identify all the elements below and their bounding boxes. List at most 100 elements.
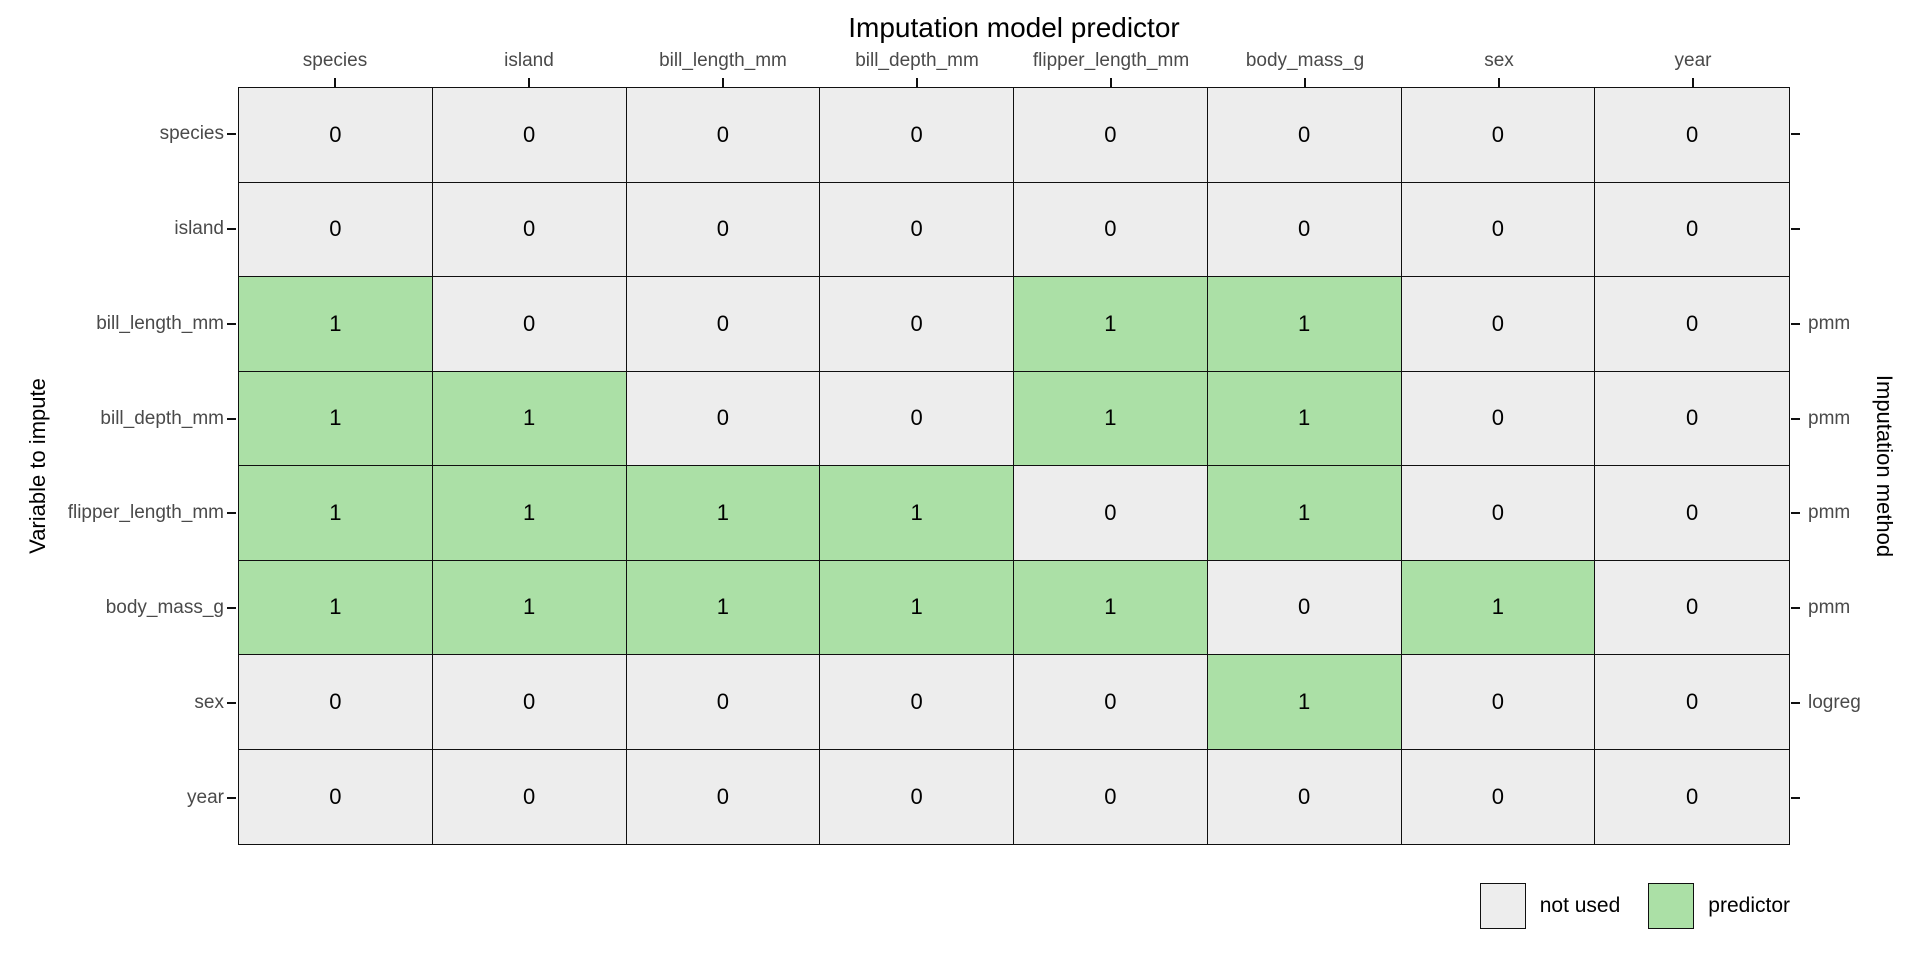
matrix-cell: 0 — [239, 88, 433, 183]
matrix-cell: 0 — [432, 182, 627, 277]
axis-tick — [1791, 371, 1800, 466]
matrix-cell: 0 — [1207, 560, 1402, 655]
matrix-cell: 0 — [820, 655, 1014, 750]
matrix-cell: 1 — [239, 466, 433, 561]
column-label: body_mass_g — [1245, 50, 1365, 71]
method-label: logreg — [1808, 691, 1861, 713]
matrix-cell: 1 — [626, 466, 821, 561]
axis-tick — [227, 750, 236, 845]
matrix-cell: 0 — [1014, 182, 1208, 277]
axis-tick — [626, 78, 820, 87]
axis-tick — [1596, 78, 1790, 87]
column-label: year — [1674, 50, 1712, 71]
row-label: species — [159, 123, 224, 145]
matrix-cell: 0 — [1401, 655, 1596, 750]
matrix-cell: 0 — [820, 277, 1014, 372]
axis-tick — [227, 87, 236, 182]
row-label: body_mass_g — [105, 597, 224, 619]
matrix-cell: 0 — [820, 182, 1014, 277]
axis-tick — [227, 277, 236, 372]
matrix-cell: 0 — [626, 749, 821, 844]
matrix-cell: 0 — [432, 277, 627, 372]
column-label: sex — [1484, 50, 1514, 71]
matrix-cell: 1 — [1207, 371, 1402, 466]
matrix-cell: 1 — [1207, 277, 1402, 372]
matrix-cell: 1 — [239, 371, 433, 466]
matrix-cell: 0 — [1014, 749, 1208, 844]
matrix-cell: 0 — [1595, 371, 1789, 466]
column-label: island — [504, 50, 554, 71]
axis-tick — [227, 466, 236, 561]
matrix-cell: 0 — [1595, 277, 1789, 372]
matrix-cell: 1 — [432, 560, 627, 655]
row-label: bill_length_mm — [96, 312, 224, 334]
method-label: pmm — [1808, 502, 1851, 524]
matrix-cell: 1 — [1014, 277, 1208, 372]
y-axis-tick-labels: species island bill_length_mm bill_depth_mm… — [0, 87, 224, 845]
axis-tick — [820, 78, 1014, 87]
matrix-cell: 0 — [1401, 371, 1596, 466]
legend-label: predictor — [1708, 894, 1790, 917]
matrix-cell: 0 — [1401, 182, 1596, 277]
axis-tick — [227, 182, 236, 277]
matrix-cell: 0 — [1595, 749, 1789, 844]
axis-tick — [1791, 656, 1800, 751]
matrix-cell: 0 — [1401, 749, 1596, 844]
matrix-cell: 0 — [432, 88, 627, 183]
matrix-cell: 0 — [626, 655, 821, 750]
matrix-cell: 1 — [1014, 560, 1208, 655]
matrix-cell: 1 — [820, 466, 1014, 561]
fill-legend: not used predictor — [1479, 881, 1790, 931]
axis-tick — [227, 561, 236, 656]
matrix-cell: 0 — [432, 749, 627, 844]
axis-tick — [1402, 78, 1596, 87]
legend-label: not used — [1539, 894, 1621, 917]
axis-tick — [1014, 78, 1208, 87]
row-label: island — [174, 218, 224, 240]
method-label: pmm — [1808, 407, 1851, 429]
matrix-cell: 0 — [239, 655, 433, 750]
imputation-method-labels: pmm pmm pmm pmm logreg — [1808, 87, 1908, 845]
matrix-cell: 0 — [1595, 88, 1789, 183]
matrix-cell: 0 — [1207, 88, 1402, 183]
matrix-cell: 0 — [1014, 655, 1208, 750]
row-label: sex — [194, 691, 224, 713]
y-axis-ticks-left — [227, 87, 236, 845]
matrix-cell: 0 — [1595, 466, 1789, 561]
matrix-cell: 0 — [820, 88, 1014, 183]
column-label: bill_length_mm — [659, 50, 787, 71]
column-label: bill_depth_mm — [855, 50, 979, 71]
matrix-cell: 1 — [1401, 560, 1596, 655]
matrix-cell: 0 — [626, 277, 821, 372]
matrix-cell: 0 — [1595, 655, 1789, 750]
matrix-cell: 1 — [432, 371, 627, 466]
matrix-cell: 1 — [239, 277, 433, 372]
row-label: year — [187, 786, 224, 808]
matrix-cell: 0 — [820, 371, 1014, 466]
matrix-cell: 1 — [239, 560, 433, 655]
matrix-cell: 0 — [626, 182, 821, 277]
matrix-cell: 0 — [432, 655, 627, 750]
x-axis-title: Imputation model predictor — [848, 12, 1180, 43]
matrix-cell: 0 — [1401, 277, 1596, 372]
matrix-cell: 1 — [1207, 655, 1402, 750]
x-axis-ticks-top — [238, 78, 1790, 87]
matrix-cell: 0 — [1014, 88, 1208, 183]
legend-swatch — [1479, 883, 1526, 929]
axis-tick — [432, 78, 626, 87]
column-label: species — [302, 50, 368, 71]
matrix-cell: 0 — [1595, 182, 1789, 277]
matrix-cell: 0 — [1014, 466, 1208, 561]
matrix-cell: 0 — [1595, 560, 1789, 655]
left-axis-title: Variable to impute — [25, 378, 50, 554]
matrix-cell: 1 — [626, 560, 821, 655]
matrix-cell: 0 — [1401, 466, 1596, 561]
legend-swatch — [1648, 883, 1695, 929]
axis-tick — [1791, 561, 1800, 656]
right-axis-title: Imputation method — [1872, 374, 1897, 558]
axis-tick — [227, 656, 236, 751]
method-label — [1808, 750, 1908, 845]
matrix-cell: 0 — [1401, 88, 1596, 183]
